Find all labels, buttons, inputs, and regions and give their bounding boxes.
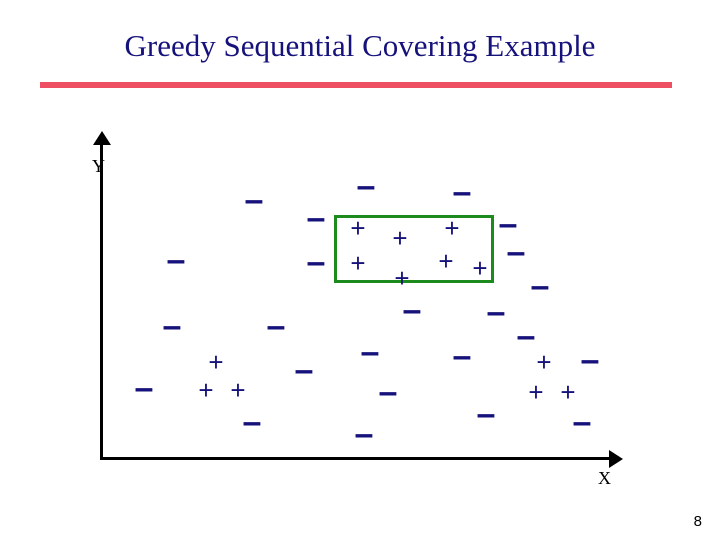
negative-point: – (167, 243, 186, 277)
negative-point: – (307, 201, 326, 235)
negative-point: – (135, 371, 154, 405)
positive-point: + (230, 377, 245, 403)
y-axis-label: Y (92, 156, 105, 177)
x-axis-label: X (598, 468, 611, 489)
positive-point: + (350, 250, 365, 276)
positive-point: + (472, 255, 487, 281)
y-axis-label-text: Y (92, 156, 105, 176)
positive-point: + (560, 379, 575, 405)
negative-point: – (581, 343, 600, 377)
negative-point: – (245, 183, 264, 217)
x-axis (100, 457, 610, 460)
positive-point: + (198, 377, 213, 403)
x-axis-label-text: X (598, 468, 611, 488)
negative-point: – (307, 245, 326, 279)
negative-point: – (355, 417, 374, 451)
negative-point: – (379, 375, 398, 409)
title-underline (40, 82, 672, 88)
positive-point: + (528, 379, 543, 405)
negative-point: – (531, 269, 550, 303)
positive-point: + (350, 215, 365, 241)
slide: { "title": { "text": "Greedy Sequential … (0, 0, 720, 540)
negative-point: – (243, 405, 262, 439)
negative-point: – (361, 335, 380, 369)
negative-point: – (487, 295, 506, 329)
negative-point: – (163, 309, 182, 343)
positive-point: + (536, 349, 551, 375)
negative-point: – (267, 309, 286, 343)
y-axis-arrow (93, 131, 111, 145)
negative-point: – (357, 169, 376, 203)
positive-point: + (394, 265, 409, 291)
y-axis (100, 140, 103, 460)
page-number: 8 (694, 513, 702, 530)
negative-point: – (453, 175, 472, 209)
negative-point: – (507, 235, 526, 269)
negative-point: – (453, 339, 472, 373)
negative-point: – (477, 397, 496, 431)
plot-area: Y X +++++++++++++–––––––––––––––––––––––… (100, 140, 630, 480)
negative-point: – (573, 405, 592, 439)
page-number-text: 8 (694, 513, 702, 530)
positive-point: + (208, 349, 223, 375)
slide-title-text: Greedy Sequential Covering Example (125, 28, 596, 63)
negative-point: – (295, 353, 314, 387)
negative-point: – (517, 319, 536, 353)
positive-point: + (392, 225, 407, 251)
positive-point: + (444, 215, 459, 241)
positive-point: + (438, 248, 453, 274)
negative-point: – (403, 293, 422, 327)
slide-title: Greedy Sequential Covering Example (0, 28, 720, 64)
x-axis-arrow (609, 450, 623, 468)
